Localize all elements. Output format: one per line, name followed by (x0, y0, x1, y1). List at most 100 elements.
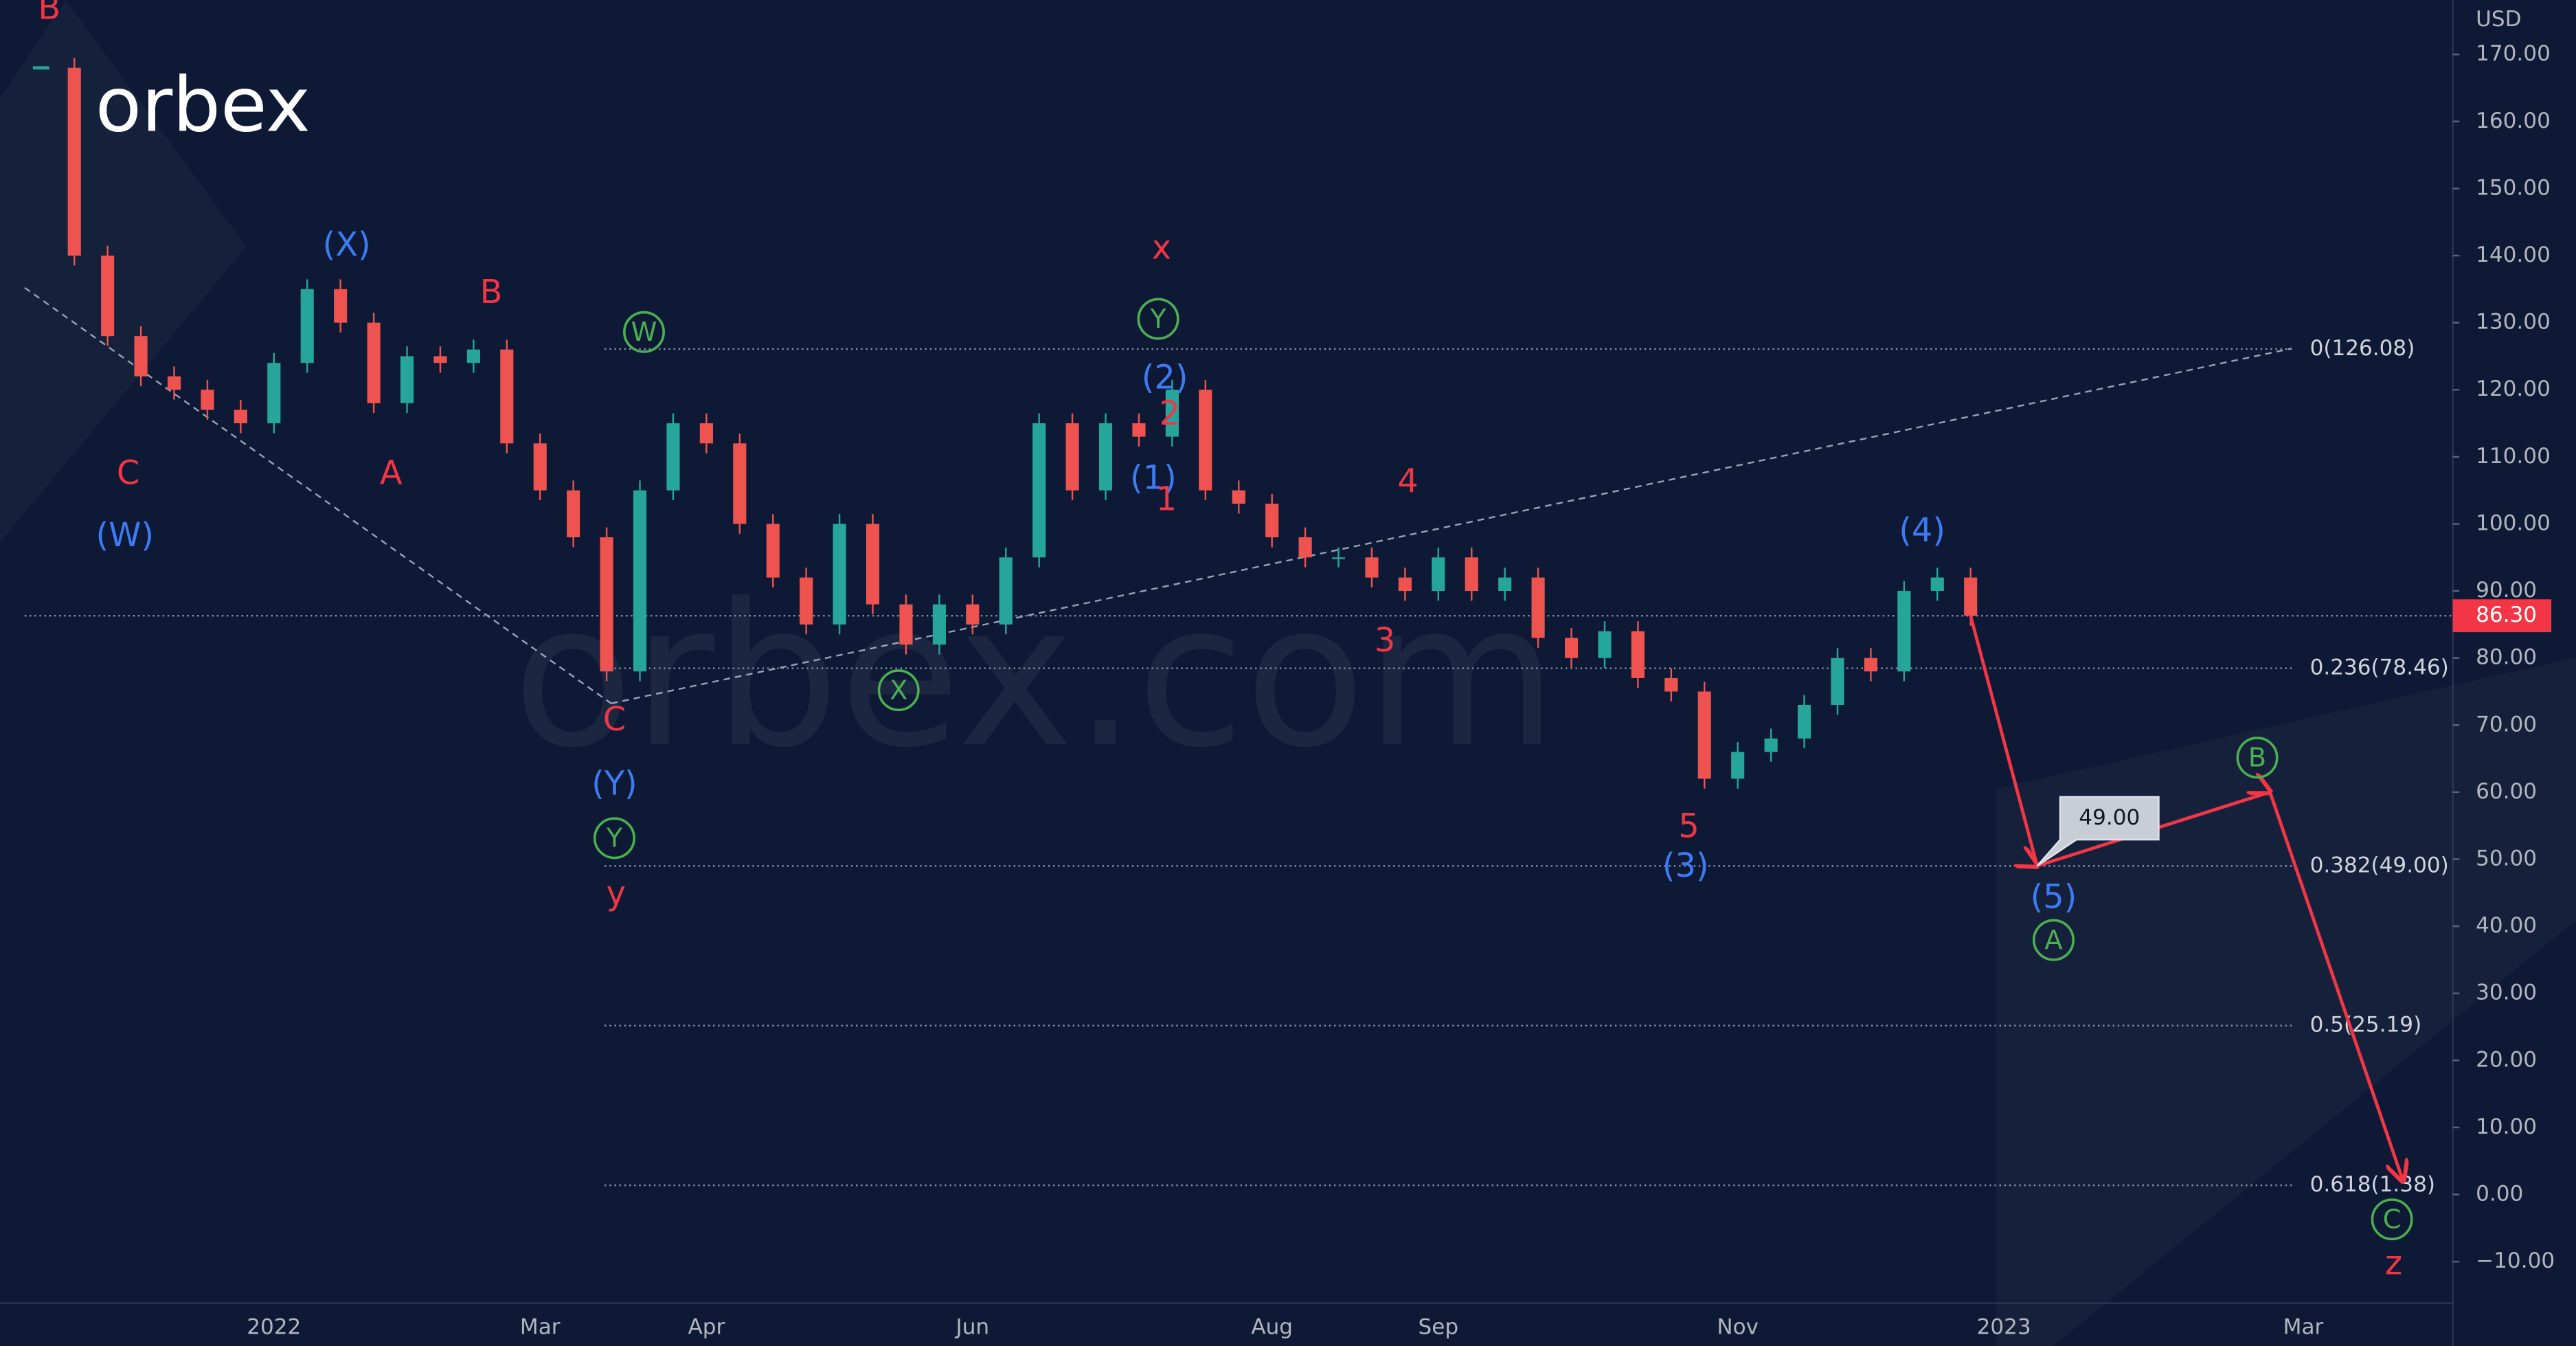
y-tick-label: 30.00 (2476, 980, 2537, 1005)
candle-body (1598, 631, 1612, 658)
wave-label: A (2044, 925, 2062, 956)
wave-label: y (607, 875, 626, 913)
candle-body (1631, 631, 1645, 678)
candle-body (1465, 557, 1478, 592)
candle-body (67, 67, 81, 256)
x-tick-label: 2023 (1977, 1315, 2031, 1340)
fib-label: 0.236(78.46) (2310, 655, 2449, 680)
x-tick-label: Mar (2283, 1315, 2324, 1340)
candle-body (167, 376, 181, 390)
x-tick-label: Jun (955, 1315, 990, 1340)
wave-label: (Y) (591, 765, 637, 803)
wave-circle (2371, 1198, 2413, 1241)
candle-body (433, 356, 447, 363)
candle-body (1432, 557, 1445, 592)
wave-label: (3) (1662, 847, 1709, 885)
candle-body (1764, 738, 1778, 752)
candle-body (1298, 537, 1312, 558)
candle-body (866, 524, 880, 605)
y-tick-label: 160.00 (2476, 109, 2551, 133)
wave-label: Y (1149, 304, 1166, 335)
candle-body (334, 289, 348, 323)
wave-label: 1 (1156, 481, 1177, 519)
fib-label: 0.382(49.00) (2310, 853, 2449, 877)
candle-body (699, 423, 713, 444)
y-tick-label: 110.00 (2476, 444, 2551, 469)
fib-label: 0.5(25.19) (2310, 1013, 2422, 1037)
logo: orbex (95, 61, 310, 149)
y-tick-label: 50.00 (2476, 846, 2537, 871)
wave-label: 2 (1160, 395, 1180, 433)
candle-body (1098, 423, 1113, 491)
candle-body (466, 349, 480, 363)
candle-body (1365, 557, 1379, 578)
candle-body (1664, 677, 1678, 692)
wave-label: C (2383, 1204, 2402, 1235)
candle-body (1199, 390, 1212, 491)
candle-body (201, 390, 214, 410)
candle-body (833, 524, 846, 625)
candle-body (600, 537, 613, 672)
candle-body (567, 490, 580, 537)
wave-label: C (117, 454, 139, 492)
candle-body (633, 490, 647, 672)
candle-body (134, 336, 148, 377)
candle-body (1564, 638, 1579, 658)
y-tick-label: 20.00 (2476, 1047, 2537, 1072)
y-tick-label: 140.00 (2476, 243, 2551, 267)
candle-body (533, 443, 547, 491)
candle-body (733, 443, 747, 524)
x-tick-label: Mar (520, 1315, 561, 1340)
candle-body (1897, 591, 1911, 672)
x-tick-label: Sep (1419, 1315, 1459, 1340)
callout-label: 49.00 (2079, 805, 2140, 830)
candle-body (1864, 658, 1877, 672)
current-price-label: 86.30 (2476, 603, 2537, 627)
wave-label: C (603, 701, 626, 739)
wave-label: 3 (1375, 622, 1395, 660)
wave-label: (X) (323, 226, 371, 264)
wave-label: B (38, 0, 60, 27)
candle-body (400, 356, 414, 403)
wave-circle (1137, 298, 1179, 340)
y-tick-label: 170.00 (2476, 41, 2551, 66)
y-tick-label: 120.00 (2476, 377, 2551, 401)
candle-body (500, 349, 514, 444)
candle-body (1165, 390, 1179, 437)
candle-body (1232, 490, 1245, 504)
wave-circle (623, 311, 665, 353)
wave-label: (W) (95, 517, 154, 554)
candle-body (234, 410, 247, 424)
wave-label: B (2248, 743, 2266, 774)
y-tick-label: 10.00 (2476, 1114, 2537, 1139)
candle-body (1930, 577, 1944, 592)
x-tick-label: 2022 (247, 1315, 301, 1340)
currency-label: USD (2476, 7, 2521, 32)
candle-body (966, 604, 980, 625)
wave-label: (2) (1142, 359, 1188, 397)
wave-label: (4) (1899, 512, 1945, 550)
candle-body (367, 322, 381, 403)
y-tick-label: 100.00 (2476, 511, 2551, 535)
wave-label: W (631, 317, 657, 348)
wave-label: (5) (2031, 878, 2077, 916)
candle-body (899, 604, 913, 645)
candle-body (1498, 577, 1512, 592)
wave-circle (2032, 919, 2075, 961)
y-tick-label: 130.00 (2476, 310, 2551, 335)
x-tick-label: Apr (688, 1315, 725, 1340)
wave-label: Y (606, 823, 623, 854)
candle-body (932, 604, 946, 645)
wave-label: (1) (1130, 459, 1177, 497)
y-tick-label: 150.00 (2476, 175, 2551, 200)
fib-label: 0.618(1.38) (2310, 1172, 2435, 1197)
y-tick-label: 80.00 (2476, 645, 2537, 670)
candle-body (1265, 504, 1279, 537)
wave-label: B (480, 273, 503, 311)
candle-body (1731, 752, 1745, 779)
candle-body (1132, 423, 1146, 437)
candle-body (666, 423, 680, 491)
wave-label: 5 (1678, 808, 1699, 846)
